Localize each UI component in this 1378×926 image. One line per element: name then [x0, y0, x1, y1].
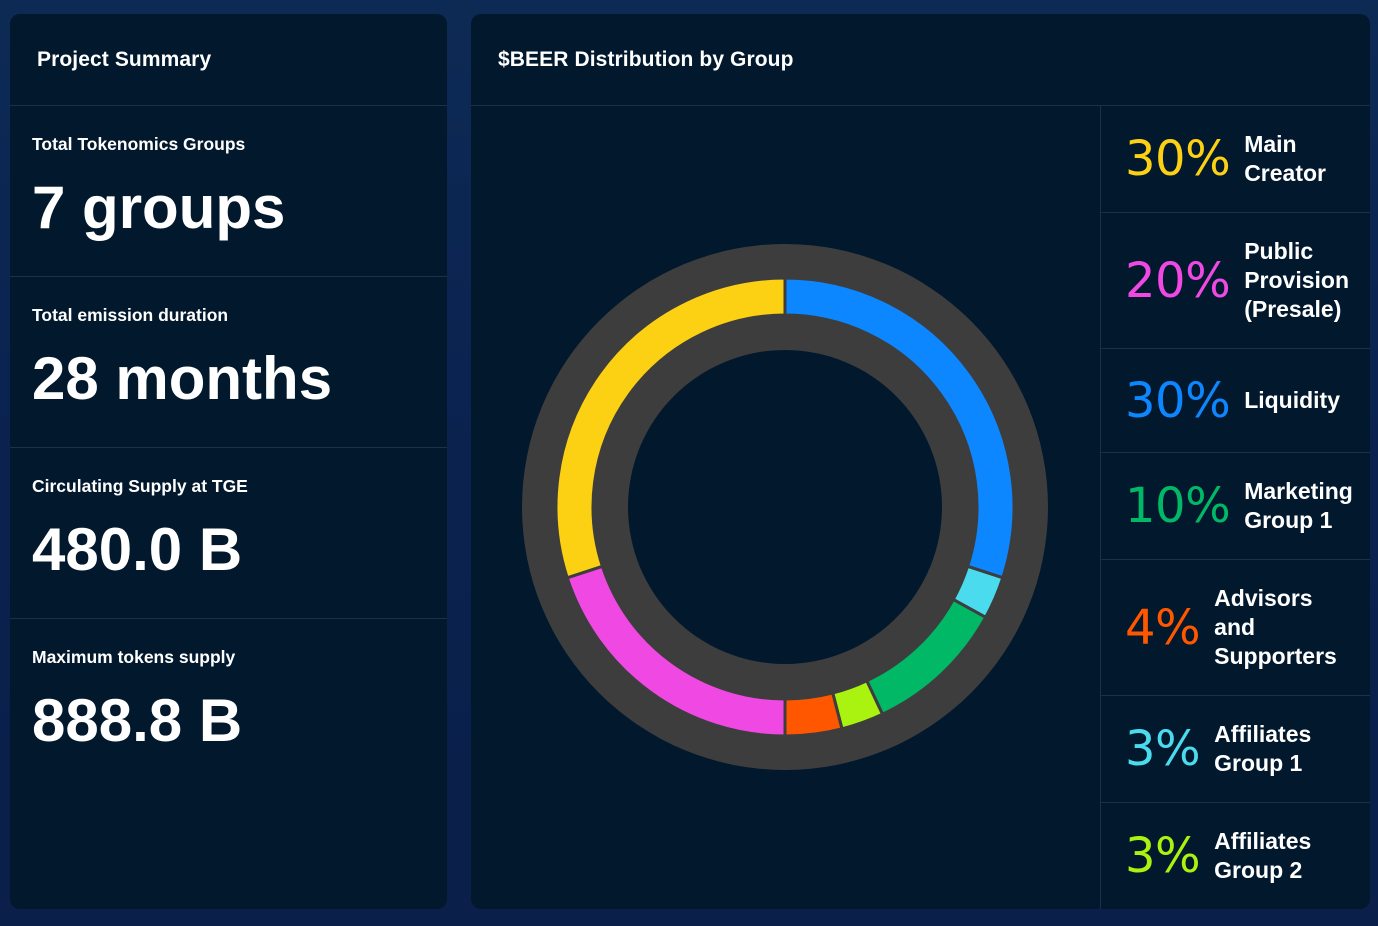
- legend-item-marketing-group-1: 10% Marketing Group 1: [1101, 453, 1370, 560]
- project-summary-title: Project Summary: [10, 14, 447, 106]
- donut-chart: [522, 244, 1048, 770]
- stat-max-supply: Maximum tokens supply 888.8 B: [10, 619, 447, 789]
- donut-slice-main-creator[interactable]: [554, 276, 787, 580]
- legend-item-public-provision: 20% Public Provision (Presale): [1101, 213, 1370, 349]
- legend-item-main-creator: 30% Main Creator: [1101, 106, 1370, 213]
- legend-label: Main Creator: [1244, 131, 1326, 186]
- stat-value: 28 months: [32, 345, 333, 412]
- stat-label: Total Tokenomics Groups: [32, 134, 246, 154]
- legend-item-advisors: 4% Advisors and Supporters: [1101, 560, 1370, 696]
- legend-item-affiliates-group-2: 3% Affiliates Group 2: [1101, 803, 1370, 909]
- legend-label: Public Provision (Presale): [1244, 238, 1349, 322]
- distribution-panel: $BEER Distribution by Group 30% Main Cre…: [471, 14, 1370, 909]
- donut-ring-background: [522, 244, 1048, 770]
- stat-label: Total emission duration: [32, 305, 229, 325]
- legend-pct: 10%: [1125, 478, 1231, 534]
- stat-value: 888.8 B: [32, 687, 243, 754]
- legend-label: Marketing Group 1: [1244, 478, 1353, 533]
- legend-item-liquidity: 30% Liquidity: [1101, 349, 1370, 453]
- legend-label: Liquidity: [1244, 387, 1341, 413]
- legend-pct: 3%: [1125, 828, 1201, 884]
- chart-area: [471, 106, 1100, 909]
- project-summary-panel: Project Summary Total Tokenomics Groups …: [10, 14, 447, 909]
- legend-pct: 4%: [1125, 599, 1201, 656]
- legend-label: Affiliates Group 1: [1214, 721, 1312, 776]
- legend-pct: 3%: [1125, 721, 1201, 777]
- legend-pct: 30%: [1125, 372, 1231, 429]
- distribution-title: $BEER Distribution by Group: [471, 14, 1370, 106]
- stat-emission-duration: Total emission duration 28 months: [10, 277, 447, 448]
- legend-label: Affiliates Group 2: [1214, 828, 1312, 883]
- donut-slice-advisors-and-supporters[interactable]: [783, 691, 844, 738]
- stat-total-groups: Total Tokenomics Groups 7 groups: [10, 106, 447, 277]
- stat-value: 480.0 B: [32, 516, 243, 583]
- chart-legend: 30% Main Creator 20% Public Provision (P…: [1100, 106, 1370, 909]
- stat-label: Maximum tokens supply: [32, 647, 236, 667]
- legend-pct: 20%: [1125, 252, 1231, 309]
- legend-label: Advisors and Supporters: [1214, 585, 1337, 669]
- stat-circulating-supply: Circulating Supply at TGE 480.0 B: [10, 448, 447, 619]
- legend-pct: 30%: [1125, 131, 1231, 187]
- legend-item-affiliates-group-1: 3% Affiliates Group 1: [1101, 696, 1370, 803]
- stat-value: 7 groups: [32, 174, 286, 241]
- stat-label: Circulating Supply at TGE: [32, 476, 248, 496]
